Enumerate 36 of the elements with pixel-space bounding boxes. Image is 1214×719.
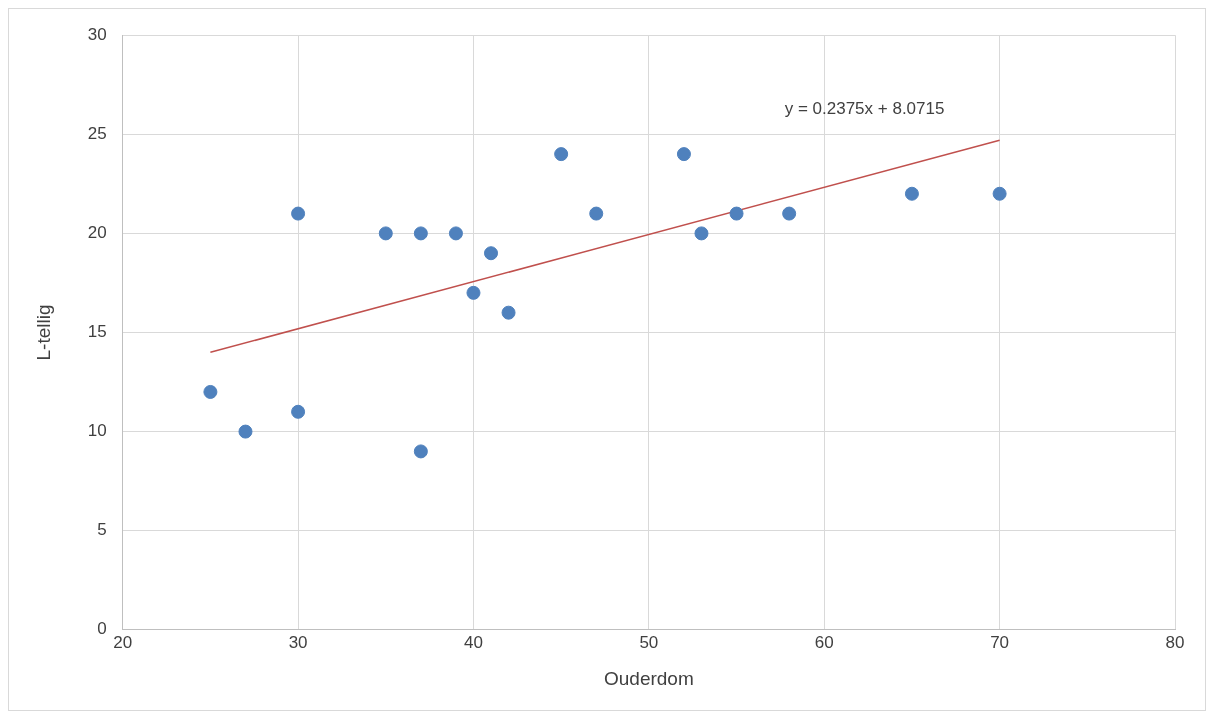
x-tick-label: 30 <box>288 632 308 652</box>
point <box>676 147 691 162</box>
point <box>378 226 393 241</box>
point <box>466 285 481 300</box>
point <box>729 206 744 221</box>
point <box>782 206 797 221</box>
point <box>904 186 919 201</box>
x-axis-title: Ouderdom <box>603 667 694 689</box>
x-tick-label: 40 <box>464 632 483 652</box>
y-tick-label: 0 <box>97 619 107 639</box>
y-tick-label: 10 <box>87 421 107 441</box>
point <box>501 305 516 320</box>
y-tick-label: 30 <box>87 24 107 44</box>
x-tick-label: 70 <box>990 632 1010 652</box>
annotation: y = 0.2375x + 8.0715 <box>784 99 945 119</box>
x-tick-label: 80 <box>1165 632 1185 652</box>
point <box>238 424 253 439</box>
x-tick-label: 20 <box>113 632 133 652</box>
point <box>413 444 428 459</box>
x-tick-label: 60 <box>814 632 834 652</box>
point <box>589 206 604 221</box>
y-tick-label: 20 <box>87 223 107 243</box>
y-tick-label: 15 <box>87 322 107 342</box>
point <box>291 206 306 221</box>
x-tick-label: 50 <box>639 632 659 652</box>
point <box>554 147 569 162</box>
y-tick-label: 5 <box>97 520 107 540</box>
point <box>203 384 218 399</box>
point <box>291 404 306 419</box>
point <box>694 226 709 241</box>
point <box>413 226 428 241</box>
point <box>484 246 499 261</box>
point <box>448 226 463 241</box>
point <box>992 186 1007 201</box>
y-axis-title: L-tellig <box>32 304 54 361</box>
y-tick-label: 25 <box>87 123 107 143</box>
